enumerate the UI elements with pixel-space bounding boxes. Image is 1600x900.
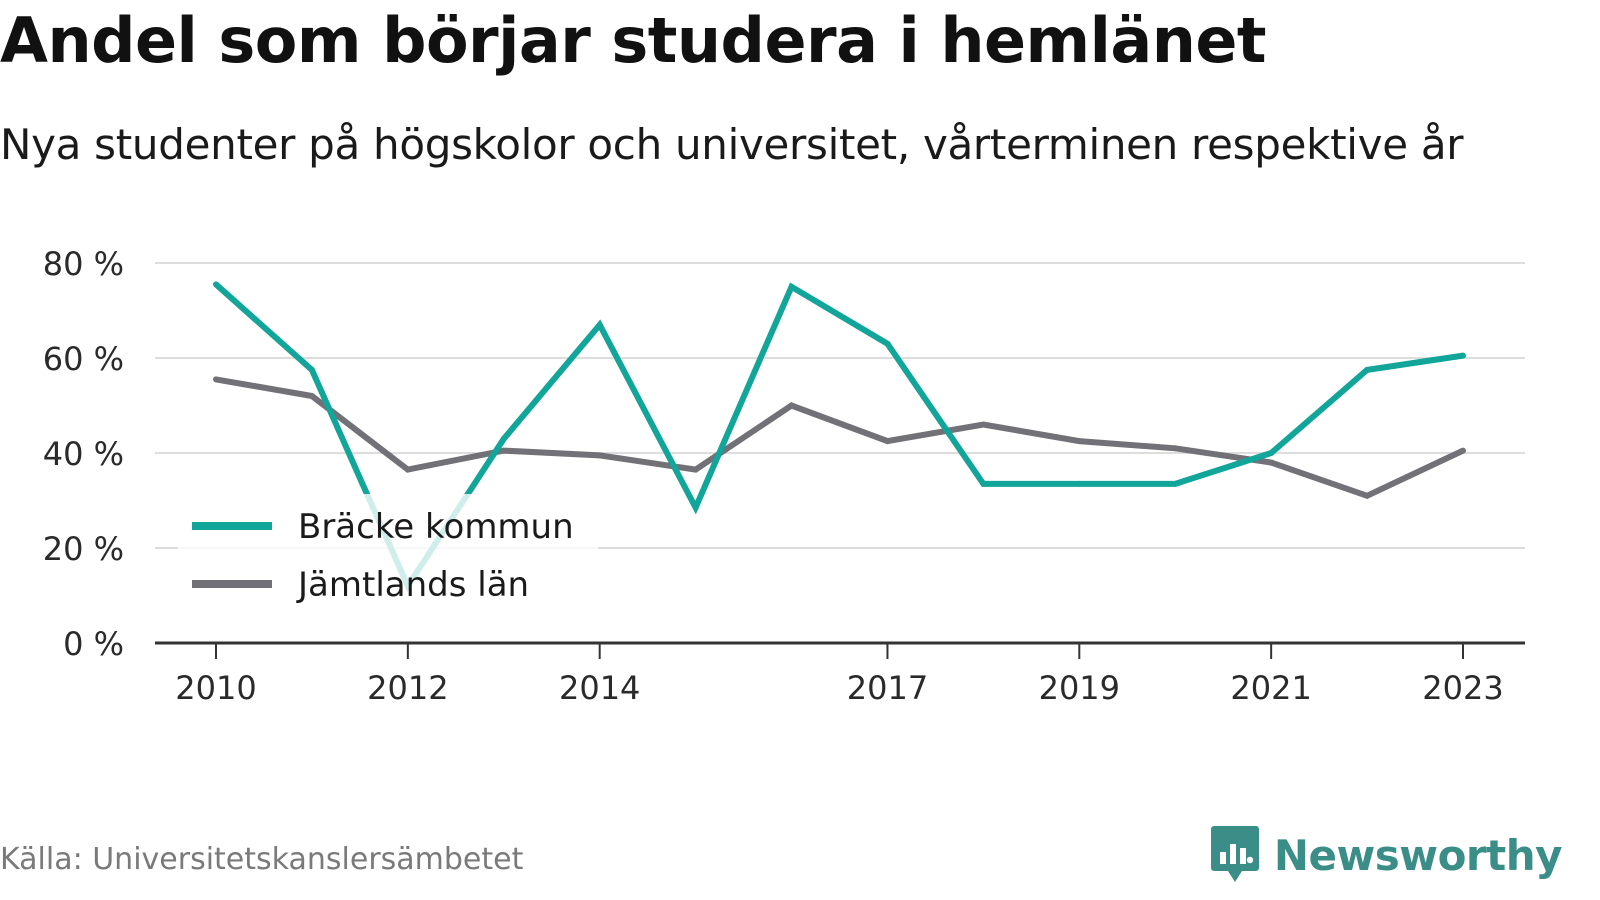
- data-point: [596, 321, 603, 328]
- data-point: [884, 438, 891, 445]
- x-tick-label: 2021: [1230, 669, 1311, 707]
- data-point: [213, 281, 219, 288]
- x-tick-label: 2017: [847, 669, 928, 707]
- x-tick-label: 2023: [1422, 669, 1503, 707]
- newsworthy-logo-icon: [1210, 826, 1259, 882]
- data-point: [1076, 480, 1083, 487]
- x-axis-ticks: 2010 2012 2014 2017 2019 2021 2023: [175, 643, 1504, 707]
- line-chart: 0 % 20 % 40 % 60 % 80 % 2010 2012 2014 2017 2019…: [43, 245, 1525, 707]
- legend-label: Jämtlands län: [296, 565, 529, 605]
- data-point: [500, 435, 507, 442]
- y-tick-label: 40 %: [43, 435, 124, 473]
- data-point: [596, 452, 603, 459]
- data-point: [1460, 352, 1466, 359]
- data-point: [1268, 450, 1275, 456]
- data-point: [788, 402, 795, 409]
- data-point: [980, 480, 987, 487]
- data-point: [1460, 447, 1466, 454]
- x-tick-label: 2019: [1039, 669, 1120, 707]
- legend-label: Bräcke kommun: [298, 507, 574, 547]
- data-point: [1364, 366, 1371, 373]
- source-note: Källa: Universitetskanslersämbetet: [0, 842, 524, 877]
- y-tick-label: 80 %: [43, 245, 124, 283]
- data-point: [1268, 459, 1275, 466]
- data-point: [500, 447, 507, 454]
- data-point: [1172, 480, 1179, 487]
- brand-logo: Newsworthy: [1210, 820, 1563, 890]
- series-line: [215, 376, 1465, 500]
- data-point: [404, 466, 411, 473]
- data-point: [1172, 445, 1179, 452]
- data-point: [1364, 492, 1371, 499]
- data-point: [692, 504, 699, 511]
- data-point: [884, 340, 891, 347]
- legend: Bräcke kommun Jämtlands län: [178, 494, 598, 612]
- x-tick-label: 2012: [367, 669, 448, 707]
- y-axis-ticks: 0 % 20 % 40 % 60 % 80 %: [43, 245, 124, 663]
- chart-title: Andel som börjar studera i hemlänet: [0, 4, 1267, 77]
- data-point: [980, 421, 987, 428]
- legend-background: [178, 494, 598, 612]
- y-tick-label: 20 %: [43, 530, 124, 568]
- data-point: [213, 376, 219, 383]
- y-tick-label: 0 %: [63, 625, 124, 663]
- data-point: [308, 393, 315, 399]
- chart-subtitle: Nya studenter på högskolor och universit…: [0, 120, 1464, 169]
- data-point: [308, 366, 315, 373]
- data-point: [788, 283, 795, 290]
- x-tick-label: 2014: [559, 669, 640, 707]
- x-tick-label: 2010: [175, 669, 256, 707]
- data-point: [1076, 438, 1083, 445]
- brand-name: Newsworthy: [1273, 830, 1563, 880]
- data-point: [692, 466, 699, 473]
- y-tick-label: 60 %: [43, 340, 124, 378]
